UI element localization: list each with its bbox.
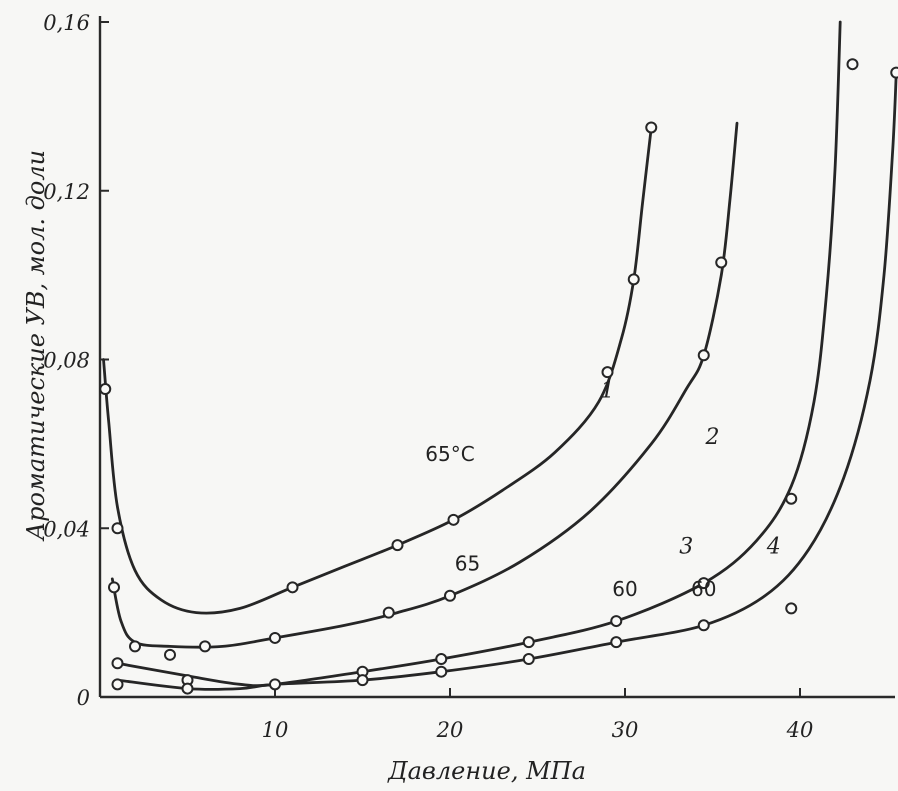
series-2-point bbox=[715, 256, 728, 269]
series-4-point bbox=[610, 636, 623, 649]
series-4-line bbox=[116, 71, 898, 691]
series-3-point bbox=[522, 636, 535, 649]
curve-number-label: 3 bbox=[679, 535, 693, 560]
series-2-point bbox=[164, 648, 176, 661]
x-tick-label: 30 bbox=[612, 718, 639, 742]
series-1-point bbox=[286, 581, 299, 594]
series-4-point bbox=[522, 653, 535, 666]
curves bbox=[102, 20, 898, 691]
series-4-point bbox=[697, 619, 710, 632]
temperature-label: 60 bbox=[612, 577, 637, 601]
series-3-point bbox=[269, 678, 281, 691]
markers bbox=[99, 58, 898, 695]
series-2-point bbox=[444, 589, 456, 602]
series-1-point bbox=[99, 383, 112, 396]
series-4-point bbox=[356, 674, 369, 687]
series-2-point bbox=[199, 640, 211, 653]
curve-number-label: 1 bbox=[601, 378, 615, 403]
series-3-line bbox=[116, 20, 842, 688]
series-3-point bbox=[111, 657, 124, 670]
series-1-line bbox=[102, 126, 653, 615]
series-2-point bbox=[108, 581, 120, 594]
y-tick-label: 0,08 bbox=[43, 349, 90, 373]
series-2-point bbox=[382, 606, 395, 619]
series-3-point bbox=[697, 577, 710, 590]
curve-number-label: 4 bbox=[766, 535, 781, 560]
temperature-label: 65 bbox=[455, 551, 480, 575]
series-4-point bbox=[111, 678, 124, 691]
series-1-point bbox=[601, 366, 614, 379]
series-2-point bbox=[697, 349, 710, 362]
series-3-point bbox=[610, 615, 623, 628]
y-tick-label: 0 bbox=[77, 686, 90, 710]
series-4-point bbox=[181, 682, 194, 695]
series-1-point bbox=[111, 522, 124, 535]
x-axis-title: Давление, МПа bbox=[387, 757, 586, 785]
series-4-point bbox=[846, 58, 859, 71]
y-axis-title: Ароматические УВ, мол. доли bbox=[22, 150, 50, 542]
ticks: 10 20 30 40 0 0,04 0,08 0,12 0,16 bbox=[43, 11, 813, 742]
series-3-point bbox=[435, 653, 448, 666]
series-4-point bbox=[785, 602, 798, 615]
annotations: 1 65°C 2 65 3 60 4 60 bbox=[425, 378, 780, 600]
y-tick-label: 0,04 bbox=[43, 517, 90, 541]
x-tick-label: 10 bbox=[262, 718, 289, 742]
series-4-point bbox=[890, 66, 898, 79]
series-2-point bbox=[129, 640, 141, 653]
y-tick-label: 0,16 bbox=[43, 11, 90, 35]
x-tick-label: 40 bbox=[786, 718, 814, 742]
curve-number-label: 2 bbox=[705, 425, 720, 450]
series-1-point bbox=[645, 121, 658, 134]
axes bbox=[98, 16, 895, 699]
x-tick-label: 20 bbox=[436, 718, 464, 742]
y-tick-label: 0,12 bbox=[43, 180, 90, 204]
series-4-point bbox=[785, 492, 798, 505]
series-1-point bbox=[391, 539, 404, 552]
temperature-label: 60 bbox=[691, 577, 716, 601]
temperature-label: 65°C bbox=[425, 442, 474, 466]
series-4-point bbox=[435, 665, 448, 678]
series-1-point bbox=[627, 273, 640, 286]
series-2-point bbox=[269, 631, 281, 644]
series-2-line bbox=[110, 121, 739, 649]
series-1-point bbox=[447, 513, 460, 526]
